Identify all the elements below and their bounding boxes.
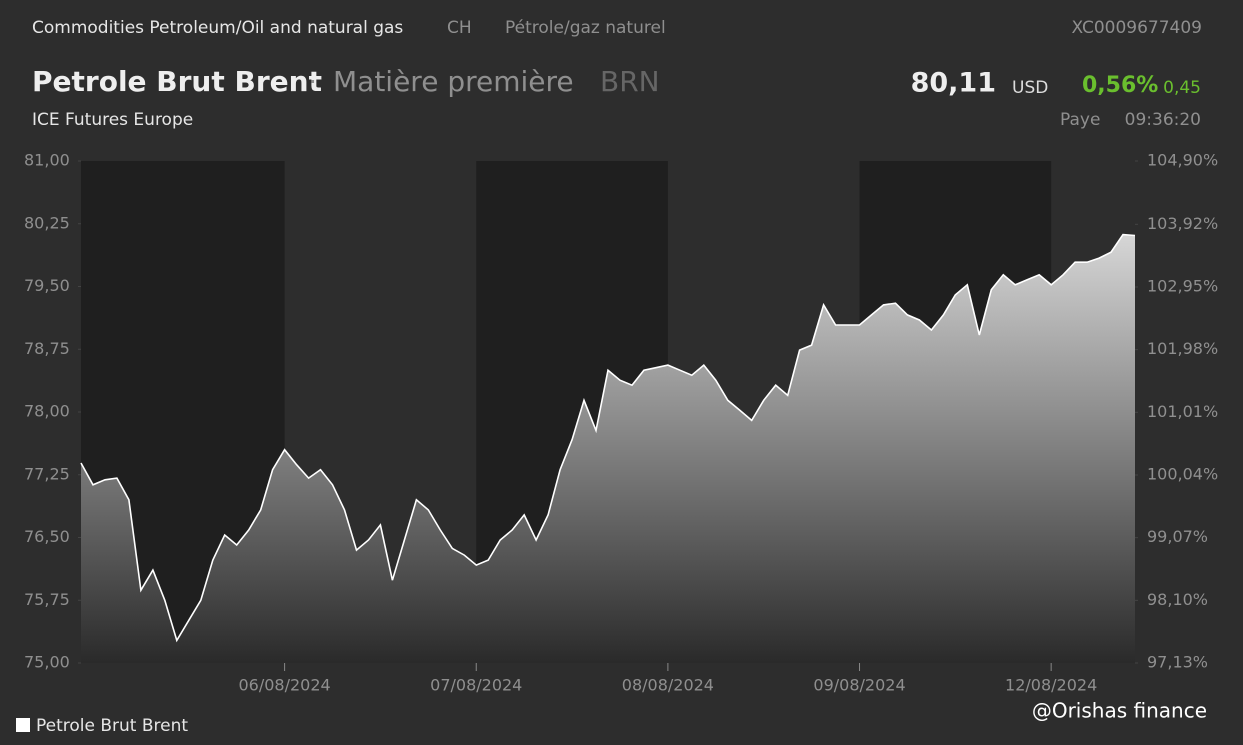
y-tick-label: 81,00 [24,151,70,170]
y2-tick-label: 99,07% [1147,527,1208,546]
country: CH [447,18,472,38]
y2-tick-label: 103,92% [1147,214,1218,233]
instrument-kind: Matière première [333,65,574,98]
line [80,233,1136,643]
x-tick-label: 09/08/2024 [813,676,905,695]
isin: XC0009677409 [1072,18,1202,38]
y-tick-label: 79,50 [24,276,70,295]
x-tick-label: 12/08/2024 [1005,676,1097,695]
plot: 75,00 75,75 76,50 77,25 78,00 78,75 79,50 80,25… [24,151,1218,695]
y-tick-label: 76,50 [24,527,70,546]
legend-swatch [16,718,30,732]
separator: · [309,68,317,96]
y2-tick-label: 101,98% [1147,339,1218,358]
legend-label: Petrole Brut Brent [36,716,188,736]
watermark: @Orishas finance [1032,699,1207,723]
time: 09:36:20 [1125,110,1201,130]
change-pct: 0,56% [1082,73,1158,98]
y-tick-label: 75,00 [24,653,70,672]
category: Commodities Petroleum/Oil and natural ga… [32,18,403,38]
y-tick-label: 77,25 [24,464,70,483]
category-fr: Pétrole/gaz naturel [505,18,666,38]
y2-tick-label: 104,90% [1147,151,1218,170]
y-tick-label: 80,25 [24,213,70,232]
y2-tick-label: 102,95% [1147,276,1218,295]
x-tick-label: 06/08/2024 [239,676,331,695]
y2-tick-label: 98,10% [1147,590,1208,609]
currency: USD [1012,78,1048,98]
y-tick-label: 75,75 [24,590,70,609]
area [81,234,1135,663]
status: Paye [1060,110,1100,130]
y-tick-label: 78,75 [24,339,70,358]
change: 0,45 [1163,78,1201,98]
x-tick-label: 08/08/2024 [622,676,714,695]
ticker: BRN [600,65,660,98]
price: 80,11 [911,68,996,99]
y2-tick-label: 101,01% [1147,402,1218,421]
y2-tick-label: 100,04% [1147,464,1218,483]
instrument-name: Petrole Brut Brent [32,65,322,98]
x-tick-label: 07/08/2024 [430,676,522,695]
exchange: ICE Futures Europe [32,110,193,130]
y2-tick-label: 97,13% [1147,653,1208,672]
y-tick-label: 78,00 [24,402,70,421]
